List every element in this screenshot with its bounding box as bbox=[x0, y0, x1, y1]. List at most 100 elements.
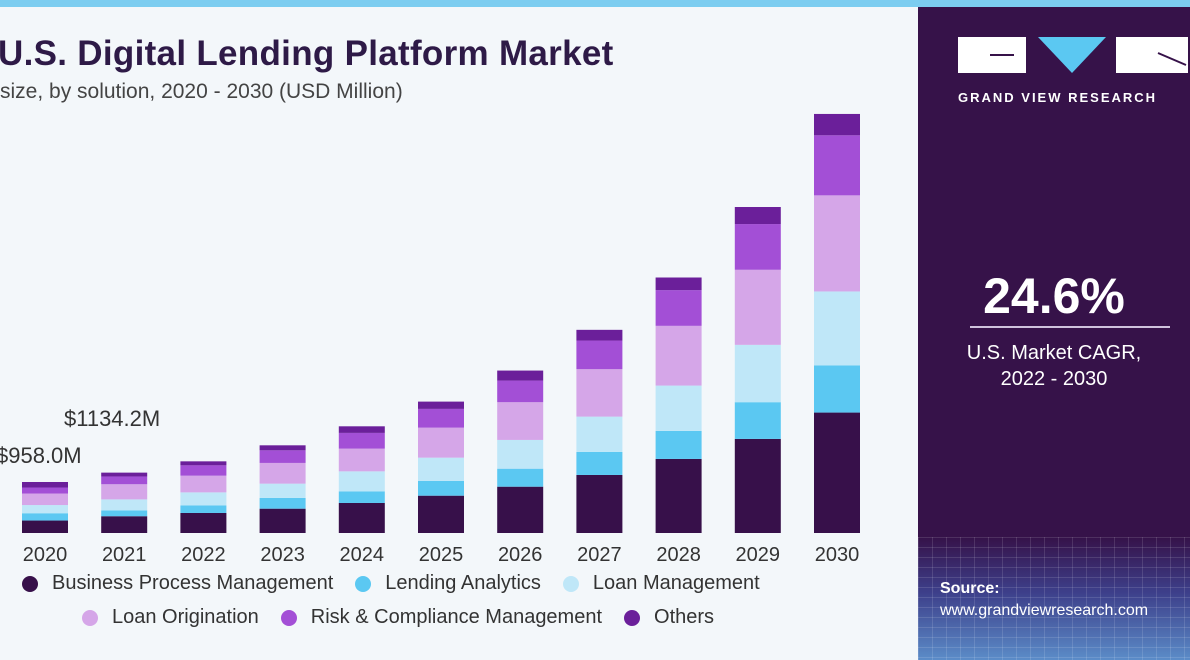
x-tick-label: 2020 bbox=[23, 544, 68, 566]
bar-segment-2029-0 bbox=[734, 438, 781, 533]
legend-swatch-icon bbox=[624, 609, 641, 626]
decorative-grid bbox=[918, 537, 1190, 660]
bar-segment-2027-5 bbox=[576, 329, 623, 341]
bar-segment-2026-4 bbox=[497, 380, 544, 403]
cagr-value: 24.6% bbox=[983, 268, 1125, 324]
bar-segment-2026-1 bbox=[497, 468, 544, 487]
x-tick-label: 2026 bbox=[498, 544, 543, 566]
brand-name: GRAND VIEW RESEARCH bbox=[958, 90, 1158, 105]
legend-label: Business Process Management bbox=[52, 572, 334, 594]
x-tick-label: 2028 bbox=[656, 544, 701, 566]
bar-segment-2029-2 bbox=[734, 344, 781, 403]
legend-row-2: Loan Origination Risk & Compliance Manage… bbox=[82, 606, 736, 629]
bar-segment-2025-3 bbox=[418, 427, 464, 458]
legend-item: Others bbox=[624, 606, 714, 629]
bar-segment-2022-1 bbox=[180, 505, 227, 513]
bar-segment-2022-3 bbox=[180, 475, 227, 493]
bar-segment-2026-3 bbox=[497, 402, 544, 440]
bar-segment-2026-5 bbox=[497, 370, 544, 381]
bar-segment-2024-4 bbox=[338, 432, 385, 449]
bar-segment-2029-5 bbox=[734, 207, 781, 225]
bar-segment-2025-2 bbox=[418, 457, 464, 481]
cagr-label-line2: 2022 - 2030 bbox=[1000, 368, 1108, 390]
bar-segment-2029-1 bbox=[734, 402, 781, 439]
x-tick-label: 2022 bbox=[181, 544, 226, 566]
bar-segment-2023-5 bbox=[259, 445, 306, 451]
x-tick-label: 2030 bbox=[815, 544, 860, 566]
bar-segment-2020-0 bbox=[22, 520, 68, 533]
x-tick-label: 2029 bbox=[736, 544, 781, 566]
bar-segment-2027-4 bbox=[576, 340, 623, 370]
bar-segment-2028-2 bbox=[655, 385, 702, 431]
legend-item: Lending Analytics bbox=[355, 572, 541, 595]
bar-segment-2030-1 bbox=[814, 365, 860, 413]
bar-segment-2021-0 bbox=[101, 516, 148, 533]
bar-segment-2022-0 bbox=[180, 512, 227, 533]
x-tick-label: 2024 bbox=[340, 544, 385, 566]
legend-label: Lending Analytics bbox=[385, 572, 541, 594]
bar-segment-2023-4 bbox=[259, 450, 306, 463]
bar-segment-2024-1 bbox=[338, 491, 385, 503]
bar-segment-2021-5 bbox=[101, 472, 148, 477]
legend-item: Business Process Management bbox=[22, 572, 333, 595]
legend-label: Risk & Compliance Management bbox=[310, 606, 603, 628]
bar-segment-2028-1 bbox=[655, 430, 702, 459]
x-tick-label: 2021 bbox=[102, 544, 147, 566]
bar-segment-2025-4 bbox=[418, 408, 464, 428]
bar-segment-2024-2 bbox=[338, 471, 385, 492]
bar-segment-2030-4 bbox=[814, 135, 860, 196]
bar-segment-2021-3 bbox=[101, 484, 148, 500]
legend-item: Loan Origination bbox=[82, 606, 259, 629]
legend-label: Others bbox=[654, 606, 715, 628]
bar-segment-2020-3 bbox=[22, 493, 68, 506]
bar-segment-2026-0 bbox=[497, 486, 544, 533]
bar-segment-2030-5 bbox=[814, 113, 860, 136]
sidebar-panel: GRAND VIEW RESEARCH 24.6% U.S. Market CA… bbox=[918, 7, 1190, 660]
legend-label: Loan Management bbox=[592, 572, 760, 594]
bar-segment-2025-0 bbox=[418, 495, 464, 533]
bar-segment-2023-2 bbox=[259, 483, 306, 498]
bar-segment-2020-2 bbox=[22, 505, 68, 514]
bar-segment-2027-3 bbox=[576, 369, 623, 417]
bar-segment-2022-2 bbox=[180, 492, 227, 506]
bar-segment-2030-3 bbox=[814, 195, 860, 292]
bar-segment-2027-2 bbox=[576, 416, 623, 452]
top-accent-line bbox=[0, 0, 1190, 7]
bar-segment-2028-5 bbox=[655, 277, 702, 291]
bar-segment-2021-4 bbox=[101, 476, 148, 485]
stacked-bar-chart: 2020 2021 2022 2023 2024 2025 2026 2027 2028 2029… bbox=[0, 113, 860, 566]
data-label-2021: $1134.2M bbox=[64, 406, 160, 431]
x-tick-label: 2027 bbox=[577, 544, 622, 566]
bar-segment-2027-0 bbox=[576, 474, 623, 533]
legend-swatch-icon bbox=[82, 609, 98, 626]
bar-segment-2020-4 bbox=[22, 487, 68, 494]
grand-view-research-logo bbox=[958, 37, 1188, 73]
source-label: Source: bbox=[940, 580, 1000, 597]
source-link[interactable]: www.grandviewresearch.com bbox=[940, 602, 1149, 619]
bar-segment-2028-4 bbox=[655, 290, 702, 326]
bar-segment-2025-5 bbox=[418, 401, 464, 409]
bar-segment-2029-4 bbox=[734, 224, 781, 270]
bar-segment-2028-3 bbox=[655, 325, 702, 386]
bar-segment-2020-1 bbox=[22, 513, 68, 521]
legend-swatch-icon bbox=[22, 575, 38, 592]
bar-segment-2023-0 bbox=[259, 508, 306, 533]
bar-segment-2020-5 bbox=[22, 481, 68, 488]
cagr-label: U.S. Market CAGR, 2022 - 2030 bbox=[918, 340, 1190, 392]
bar-segment-2026-2 bbox=[497, 439, 544, 469]
chart-subtitle: size, by solution, 2020 - 2030 (USD Mill… bbox=[0, 80, 403, 103]
x-tick-label: 2023 bbox=[260, 544, 305, 566]
legend-swatch-icon bbox=[562, 575, 579, 592]
legend-item: Loan Management bbox=[562, 572, 760, 595]
legend-swatch-icon bbox=[355, 575, 372, 592]
bar-segment-2024-3 bbox=[338, 448, 385, 472]
bar-segment-2023-1 bbox=[259, 497, 306, 509]
data-label-2020: $958.0M bbox=[0, 443, 82, 468]
x-tick-label: 2025 bbox=[419, 544, 464, 566]
legend-label: Loan Origination bbox=[112, 606, 259, 628]
bar-segment-2022-5 bbox=[180, 461, 227, 466]
bar-segment-2021-2 bbox=[101, 499, 148, 511]
bar-segment-2024-0 bbox=[338, 502, 385, 533]
bar-segment-2028-0 bbox=[655, 458, 702, 533]
bar-segment-2030-0 bbox=[814, 412, 860, 533]
